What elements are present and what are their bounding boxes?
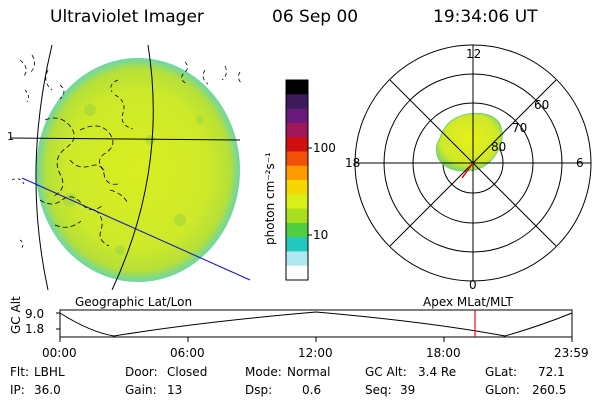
colorbar-swatch — [286, 251, 308, 267]
flt-label: Flt: — [10, 365, 29, 379]
colorbar-swatch — [286, 208, 308, 224]
polar-label-70: 70 — [512, 121, 528, 135]
altitude-xtick-0000: 00:00 — [42, 346, 77, 360]
seq-value: 39 — [400, 383, 416, 397]
dsp-label: Dsp: — [245, 383, 273, 397]
time-label: 19:34:06 UT — [433, 7, 538, 27]
seq-label: Seq: — [365, 383, 392, 397]
gcalt-label: GC Alt: — [365, 365, 407, 379]
colorbar-swatch — [286, 151, 308, 167]
uv-earth-disc — [36, 58, 240, 282]
polar-plot — [354, 44, 592, 282]
polar-label-18: 18 — [345, 156, 361, 170]
dsp-value: 0.6 — [302, 383, 322, 397]
polar-label-80: 80 — [491, 140, 507, 154]
colorbar-swatch — [286, 137, 308, 152]
colorbar-swatch — [286, 165, 308, 181]
lat-grid-label: 1 — [7, 130, 14, 143]
colorbar-tick-10: 10 — [313, 228, 329, 242]
colorbar-swatch — [286, 80, 308, 95]
ip-label: IP: — [10, 383, 25, 397]
mode-label: Mode: — [245, 365, 282, 379]
coastlines — [11, 54, 243, 251]
flt-value: LBHL — [34, 365, 65, 379]
altitude-xtick-2359: 23:59 — [554, 346, 589, 360]
geographic-caption: Geographic Lat/Lon — [75, 295, 193, 309]
colorbar-swatch — [286, 222, 308, 238]
glon-value: 260.5 — [532, 383, 567, 397]
colorbar-swatch — [286, 108, 308, 124]
ip-value: 36.0 — [34, 383, 61, 397]
altitude-plot-frame — [59, 309, 573, 338]
door-label: Door: — [125, 365, 158, 379]
geographic-grid — [9, 45, 241, 290]
polar-label-0: 0 — [469, 278, 477, 292]
altitude-plot — [56, 309, 573, 342]
colorbar-swatch — [286, 122, 308, 138]
altitude-ticks — [56, 312, 573, 342]
colorbar-frame — [285, 79, 309, 281]
colorbar-swatch — [286, 180, 308, 195]
door-value: Closed — [167, 365, 208, 379]
altitude-ytick-9: 9.0 — [25, 307, 45, 321]
polar-label-12: 12 — [466, 47, 482, 61]
colorbar — [285, 79, 312, 281]
altitude-xtick-1200: 12:00 — [298, 346, 333, 360]
glon-label: GLon: — [485, 383, 520, 397]
gcalt-value: 3.4 Re — [418, 365, 457, 379]
colorbar-swatch — [286, 194, 308, 210]
altitude-xtick-0600: 06:00 — [170, 346, 205, 360]
disc-texture — [63, 104, 204, 255]
mode-value: Normal — [287, 365, 331, 379]
colorbar-swatch — [286, 265, 308, 281]
altitude-xtick-1800: 18:00 — [426, 346, 461, 360]
polar-label-60: 60 — [534, 98, 550, 112]
date-label: 06 Sep 00 — [272, 7, 359, 27]
uv-image-panel — [9, 45, 251, 290]
colorbar-swatch — [286, 237, 308, 252]
colorbar-units-label: photon cm⁻²s⁻¹ — [263, 152, 277, 245]
auroral-oval — [435, 113, 503, 172]
instrument-title: Ultraviolet Imager — [50, 7, 204, 27]
gain-label: Gain: — [125, 383, 157, 397]
colorbar-swatch — [286, 94, 308, 110]
altitude-ylabel: GC Alt — [9, 296, 23, 334]
sun-direction-line — [461, 162, 474, 179]
polar-label-6: 6 — [576, 156, 584, 170]
colorbar-tick-100: 100 — [313, 141, 336, 155]
glat-label: GLat: — [485, 365, 518, 379]
altitude-ytick-1-8: 1.8 — [25, 322, 45, 336]
terminator-line — [21, 177, 251, 281]
apex-caption: Apex MLat/MLT — [423, 295, 513, 309]
glat-value: 72.1 — [538, 365, 565, 379]
altitude-curve — [59, 311, 573, 337]
gain-value: 13 — [167, 383, 183, 397]
